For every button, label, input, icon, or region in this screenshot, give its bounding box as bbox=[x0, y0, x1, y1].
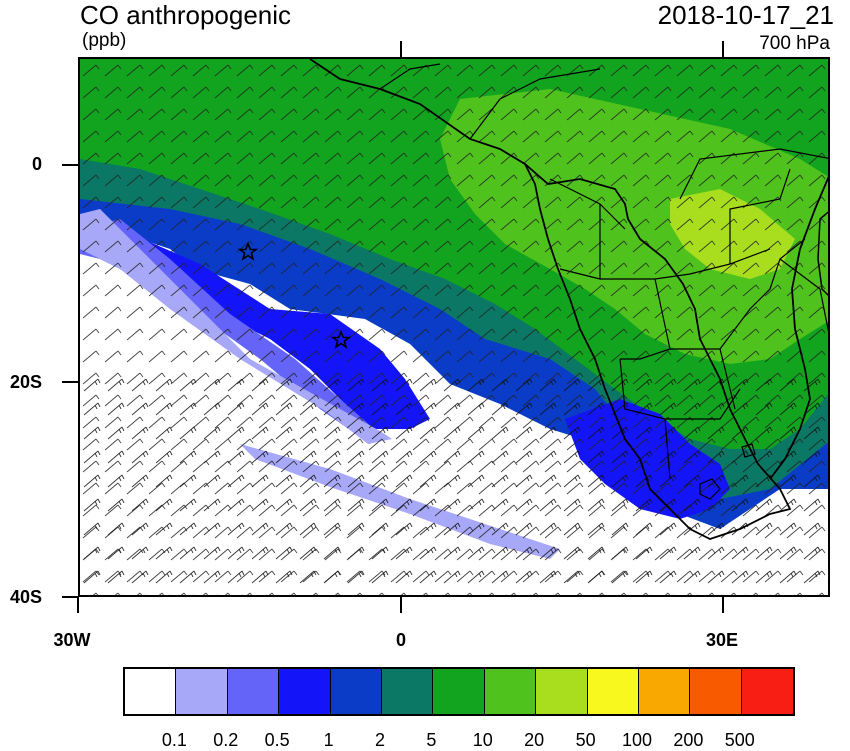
legend-level-label: 100 bbox=[621, 730, 653, 750]
legend-swatch bbox=[587, 669, 639, 714]
legend-swatch bbox=[690, 669, 742, 714]
legend-colorbar bbox=[123, 667, 796, 716]
legend-level-label: 20 bbox=[524, 730, 545, 750]
legend-swatch bbox=[638, 669, 691, 714]
lat-label-0: 0 bbox=[31, 154, 42, 174]
map-panel bbox=[78, 57, 830, 597]
legend-level-label: 50 bbox=[575, 730, 596, 750]
lon-tick-30e-top bbox=[722, 41, 724, 57]
legend-swatch bbox=[484, 669, 537, 714]
legend-swatch bbox=[279, 669, 331, 714]
legend-level-label: 500 bbox=[724, 730, 755, 750]
lon-label-30e: 30E bbox=[705, 630, 739, 650]
legend-level-label: 1 bbox=[323, 730, 334, 750]
madagascar-outline bbox=[817, 211, 828, 297]
lat-tick-0-left bbox=[62, 164, 78, 166]
legend-swatch bbox=[536, 669, 588, 714]
lon-tick-0-bottom bbox=[400, 597, 402, 613]
coastline-west-africa bbox=[309, 59, 792, 540]
legend-swatch bbox=[227, 669, 280, 714]
legend-swatch bbox=[330, 669, 382, 714]
lat-label-20s: 20S bbox=[9, 372, 42, 392]
lon-tick-30w-bottom bbox=[77, 597, 79, 613]
eswatini-outline bbox=[741, 443, 756, 458]
lon-label-0: 0 bbox=[395, 630, 406, 650]
legend-level-label: 200 bbox=[673, 730, 704, 750]
legend-level-label: 0.5 bbox=[264, 730, 290, 750]
legend-swatch bbox=[125, 669, 177, 714]
legend-swatch bbox=[433, 669, 485, 714]
wind-barbs-lower bbox=[80, 379, 828, 595]
lesotho-outline bbox=[699, 478, 721, 500]
legend-level-label: 2 bbox=[374, 730, 386, 750]
country-borders bbox=[379, 63, 828, 480]
plot-title: CO anthropogenic bbox=[80, 0, 292, 30]
star-marker bbox=[237, 241, 259, 261]
lat-label-40s: 40S bbox=[9, 587, 42, 607]
legend-level-label: 5 bbox=[426, 730, 437, 750]
lon-tick-30e-bottom bbox=[722, 597, 724, 613]
units-label: (ppb) bbox=[82, 30, 127, 51]
legend-level-label: 0.1 bbox=[161, 730, 187, 750]
star-marker bbox=[330, 329, 352, 349]
legend-level-label: 10 bbox=[472, 730, 493, 750]
lat-tick-40s-left bbox=[62, 596, 78, 598]
legend-swatch bbox=[381, 669, 434, 714]
pressure-level-label: 700 hPa bbox=[759, 33, 830, 54]
coastline-east-africa bbox=[769, 176, 828, 480]
legend-swatch bbox=[741, 669, 794, 714]
legend-swatch bbox=[176, 669, 228, 714]
timestamp-label: 2018-10-17_21 bbox=[657, 0, 834, 30]
lon-label-30w: 30W bbox=[53, 630, 91, 650]
lon-tick-0-top bbox=[400, 41, 402, 57]
lat-tick-20s-left bbox=[62, 381, 78, 383]
legend-level-label: 0.2 bbox=[213, 730, 239, 750]
map-svg bbox=[80, 59, 828, 595]
